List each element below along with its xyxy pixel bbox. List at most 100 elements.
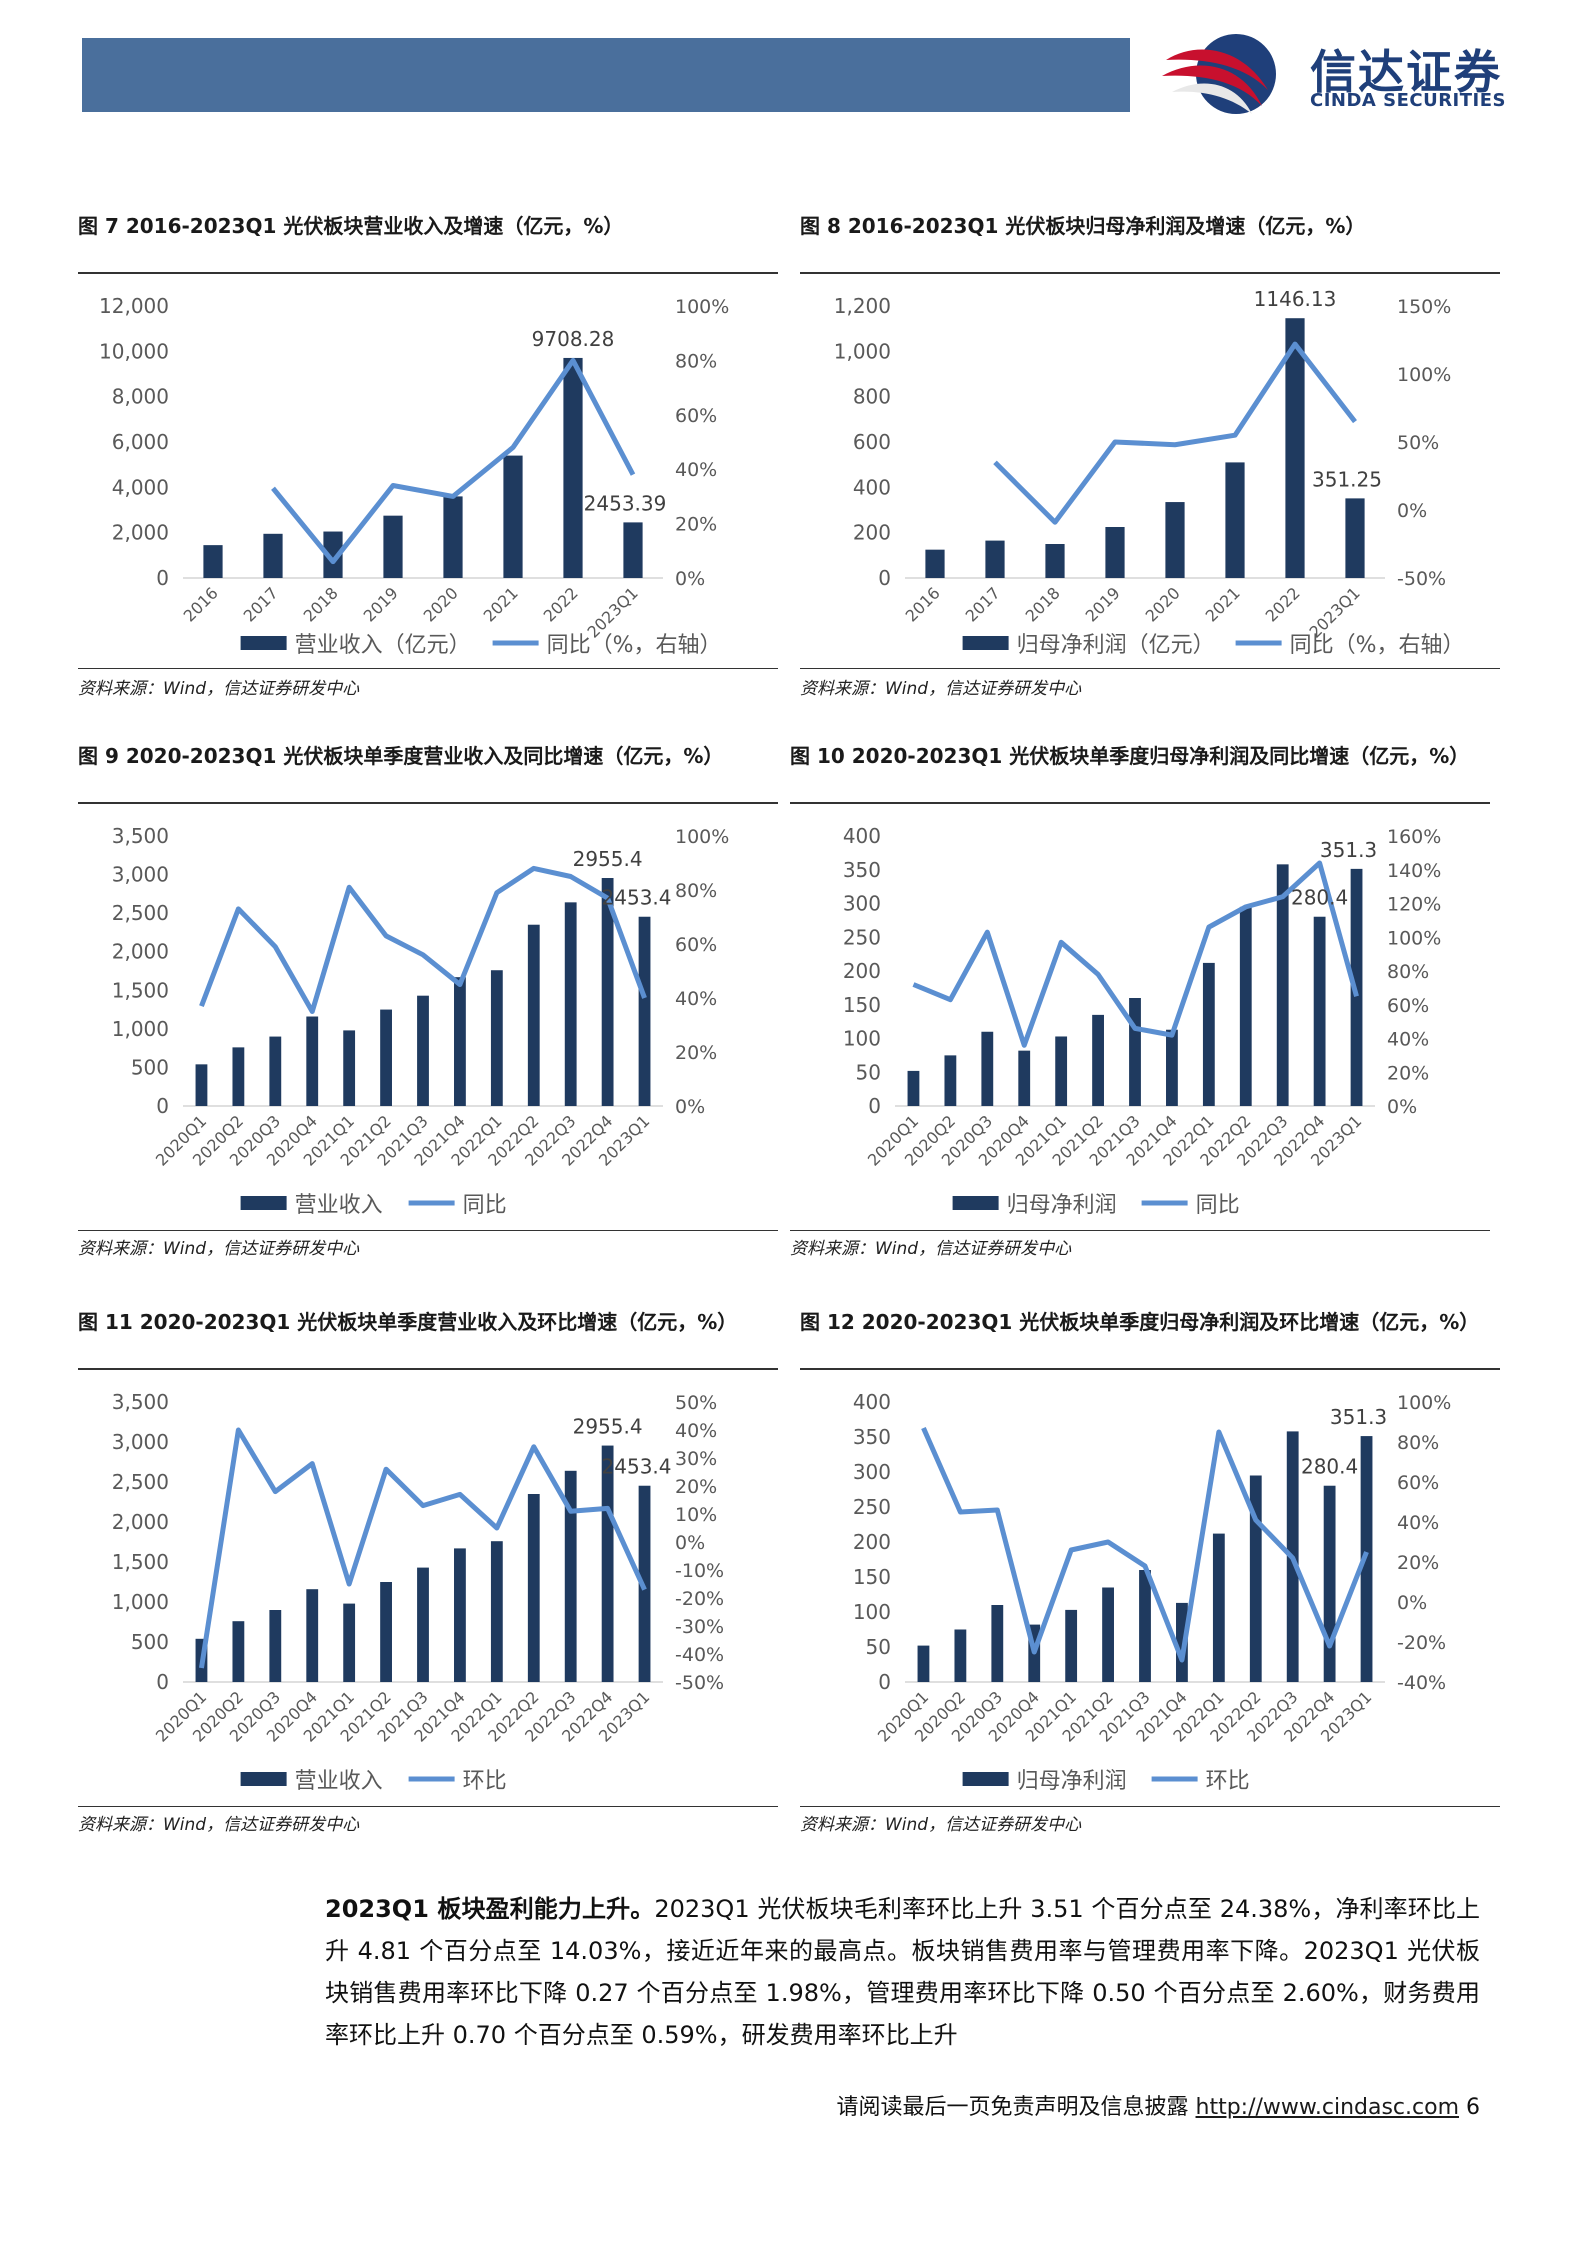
title-rule	[800, 272, 1500, 274]
bar	[564, 1470, 577, 1682]
source-rule	[78, 1230, 778, 1231]
bar	[1045, 544, 1065, 578]
bar	[269, 1036, 282, 1106]
y-right-tick-label: 100%	[675, 826, 729, 848]
bar	[563, 357, 583, 578]
y-right-tick-label: -20%	[675, 1588, 724, 1610]
chart-figure-8: 0 200 400 600 800 1,000 1,200 -50% 0% 50% 100% 150%…	[834, 287, 1465, 658]
page-number: 6	[1466, 2095, 1480, 2120]
y-left-tick-label: 400	[853, 1390, 891, 1414]
y-left-tick-label: 250	[843, 925, 881, 949]
data-label: 2453.39	[584, 491, 667, 515]
bar	[527, 1494, 540, 1682]
y-right-tick-label: -40%	[1397, 1672, 1446, 1694]
figure-8: 图 8 2016-2023Q1 光伏板块归母净利润及增速（亿元，%） 0 200 4…	[800, 210, 1500, 710]
bar	[490, 1541, 503, 1682]
figure-11: 图 11 2020-2023Q1 光伏板块单季度营业收入及环比增速（亿元，%） …	[78, 1306, 778, 1846]
x-tick-label: 2022	[1262, 583, 1304, 625]
body-paragraph: 2023Q1 板块盈利能力上升。2023Q1 光伏板块毛利率环比上升 3.51 …	[325, 1888, 1480, 2056]
y-left-tick-label: 10,000	[99, 339, 169, 363]
figure-title: 图 10 2020-2023Q1 光伏板块单季度归母净利润及同比增速（亿元，%）	[790, 744, 1470, 768]
legend-label: 归母净利润	[1017, 1769, 1127, 1794]
data-label: 1146.13	[1254, 287, 1337, 311]
source-rule	[800, 668, 1500, 669]
legend-label: 营业收入（亿元）	[295, 633, 471, 658]
legend-bar-swatch	[240, 1772, 287, 1786]
bar	[991, 1605, 1004, 1682]
bar	[1139, 1570, 1151, 1682]
legend-bar-swatch	[240, 1196, 287, 1210]
y-left-tick-label: 4,000	[112, 475, 169, 499]
figure-title: 图 11 2020-2023Q1 光伏板块单季度营业收入及环比增速（亿元，%）	[78, 1310, 738, 1334]
title-rule	[78, 1368, 778, 1370]
source-rule	[78, 668, 778, 669]
website-link[interactable]: http://www.cindasc.com	[1195, 2095, 1459, 2120]
bar	[306, 1589, 319, 1682]
y-right-tick-label: 160%	[1387, 826, 1441, 848]
series-line	[271, 357, 636, 565]
y-left-tick-label: 200	[853, 521, 891, 545]
bar	[917, 1645, 930, 1682]
y-right-tick-label: 80%	[1397, 1432, 1439, 1454]
y-left-tick-label: 2,500	[112, 1470, 169, 1494]
y-right-tick-label: 100%	[1387, 927, 1441, 949]
bar	[1285, 318, 1305, 578]
figure-title: 图 8 2016-2023Q1 光伏板块归母净利润及增速（亿元，%）	[800, 214, 1366, 238]
title-rule	[78, 802, 778, 804]
y-right-tick-label: 20%	[1397, 1552, 1439, 1574]
series-line	[199, 865, 647, 1014]
legend-bar-swatch	[962, 1772, 1009, 1786]
y-right-tick-label: 0%	[675, 1096, 705, 1118]
bar	[954, 1629, 967, 1682]
y-right-tick-label: 40%	[675, 1420, 717, 1442]
bar	[443, 496, 463, 578]
bar	[638, 916, 651, 1106]
bar	[203, 545, 223, 578]
y-right-tick-label: 50%	[1397, 432, 1439, 454]
bar	[981, 1031, 994, 1106]
y-left-tick-label: 400	[843, 824, 881, 848]
bar	[380, 1009, 392, 1106]
figure-7: 图 7 2016-2023Q1 光伏板块营业收入及增速（亿元，%） 0 2,000…	[78, 210, 778, 710]
data-label: 351.25	[1312, 467, 1382, 491]
y-left-tick-label: 6,000	[112, 430, 169, 454]
series-line	[198, 1427, 647, 1669]
y-right-tick-label: 30%	[675, 1448, 717, 1470]
y-right-tick-label: 100%	[1397, 364, 1451, 386]
bar	[1239, 906, 1252, 1106]
bar	[269, 1610, 282, 1682]
figure-12: 图 12 2020-2023Q1 光伏板块单季度归母净利润及环比增速（亿元，%）…	[800, 1306, 1500, 1846]
y-right-tick-label: 0%	[1397, 500, 1427, 522]
x-tick-label: 2019	[1082, 583, 1124, 625]
legend-label: 同比	[463, 1193, 507, 1218]
x-tick-label: 2018	[1022, 583, 1064, 625]
bar	[601, 1445, 614, 1682]
source-rule	[800, 1806, 1500, 1807]
bar	[263, 533, 283, 578]
logo-text-cn: 信达证券	[1310, 45, 1502, 99]
y-left-tick-label: 100	[853, 1600, 891, 1624]
title-rule	[78, 272, 778, 274]
y-left-tick-label: 1,500	[112, 1550, 169, 1574]
y-left-tick-label: 800	[853, 385, 891, 409]
figure-9: 图 9 2020-2023Q1 光伏板块单季度营业收入及同比增速（亿元，%） 0…	[78, 740, 778, 1270]
bar	[985, 540, 1005, 578]
y-left-tick-label: 3,500	[112, 1390, 169, 1414]
bar	[323, 531, 343, 578]
y-right-tick-label: 0%	[675, 568, 705, 590]
source-note: 资料来源：Wind，信达证券研发中心	[78, 1815, 360, 1835]
y-left-tick-label: 1,000	[112, 1017, 169, 1041]
y-right-tick-label: 20%	[1387, 1062, 1429, 1084]
y-left-tick-label: 500	[131, 1630, 169, 1654]
y-right-tick-label: 120%	[1387, 894, 1441, 916]
bar	[454, 977, 466, 1106]
y-right-tick-label: 60%	[675, 934, 717, 956]
paragraph-lead: 2023Q1 板块盈利能力上升。	[325, 1895, 655, 1923]
y-right-tick-label: 100%	[1397, 1392, 1451, 1414]
bar	[1055, 1036, 1068, 1106]
y-right-tick-label: 80%	[675, 350, 717, 372]
bar	[1018, 1050, 1031, 1106]
legend-label: 营业收入	[295, 1193, 383, 1218]
y-right-tick-label: -10%	[675, 1560, 724, 1582]
y-left-tick-label: 1,200	[834, 294, 891, 318]
